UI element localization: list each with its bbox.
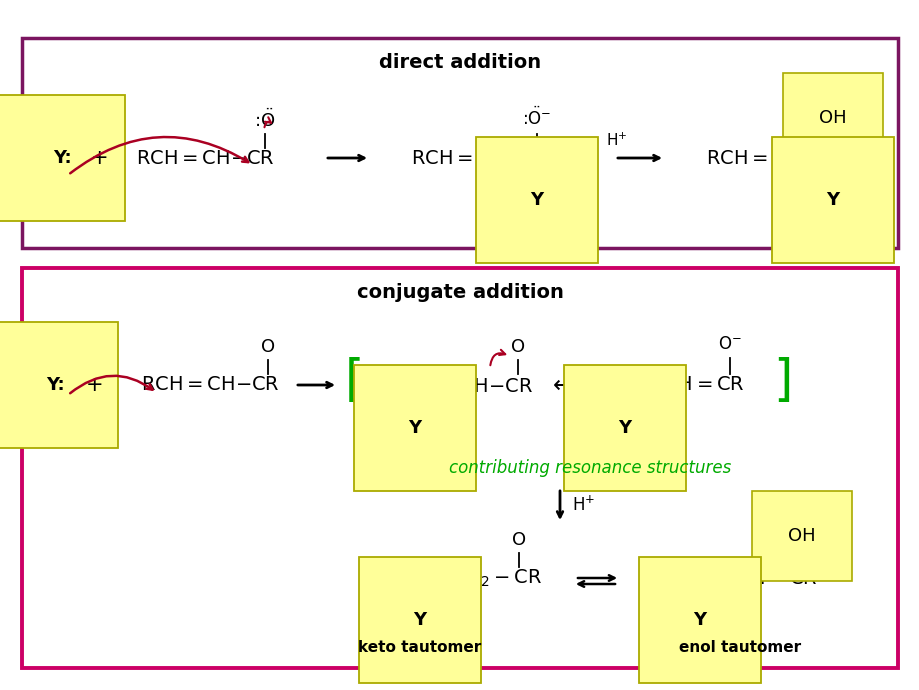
Text: Y:: Y: [52, 149, 72, 167]
Text: O: O [510, 338, 525, 356]
Text: O: O [261, 338, 275, 356]
Text: RCH$-$CH$=$CR: RCH$-$CH$=$CR [678, 569, 817, 587]
Text: :$\ddot{\rm O}$: :$\ddot{\rm O}$ [255, 109, 276, 131]
Text: keto tautomer: keto tautomer [358, 640, 482, 656]
Text: +: + [86, 375, 104, 395]
Text: Y: Y [530, 191, 543, 209]
Text: enol tautomer: enol tautomer [678, 640, 800, 656]
Text: Y:: Y: [46, 376, 64, 394]
Text: RCH$=$CH$-$CR: RCH$=$CH$-$CR [705, 148, 844, 168]
Text: H$^{+}$: H$^{+}$ [572, 495, 595, 515]
Text: RCH$-$CH$=$CR: RCH$-$CH$=$CR [605, 375, 743, 395]
Text: contributing resonance structures: contributing resonance structures [448, 459, 731, 477]
Text: :$\ddot{\rm O}$$^{-}$: :$\ddot{\rm O}$$^{-}$ [522, 107, 551, 129]
Text: +: + [91, 148, 108, 168]
Text: Y: Y [408, 419, 421, 437]
Text: direct addition: direct addition [379, 52, 540, 72]
Text: OH: OH [788, 527, 815, 545]
Text: RCH$-\ddot{\rm C}$H$-$CR: RCH$-\ddot{\rm C}$H$-$CR [402, 373, 533, 397]
Text: Y: Y [618, 419, 630, 437]
Text: RCH$=$CH$-$CR: RCH$=$CH$-$CR [135, 148, 274, 168]
Bar [22, 268, 897, 668]
Text: RCH$-$CH$_{2}-$CR: RCH$-$CH$_{2}-$CR [393, 567, 541, 589]
Text: RCH$=$CH$-$CR: RCH$=$CH$-$CR [141, 375, 279, 395]
Text: $\longleftrightarrow$: $\longleftrightarrow$ [548, 373, 587, 397]
Text: [: [ [345, 357, 364, 405]
Text: O$^{-}$: O$^{-}$ [718, 335, 741, 353]
Text: Y: Y [693, 611, 706, 629]
Bar [22, 38, 897, 248]
Text: ]: ] [772, 357, 791, 405]
Text: O: O [511, 531, 526, 549]
Text: Y: Y [413, 611, 426, 629]
Text: H$^{+}$: H$^{+}$ [606, 131, 627, 148]
Text: conjugate addition: conjugate addition [357, 284, 562, 302]
Text: RCH$=$CH$-$CR: RCH$=$CH$-$CR [410, 148, 549, 168]
Text: OH: OH [818, 109, 845, 127]
Text: Y: Y [825, 191, 839, 209]
